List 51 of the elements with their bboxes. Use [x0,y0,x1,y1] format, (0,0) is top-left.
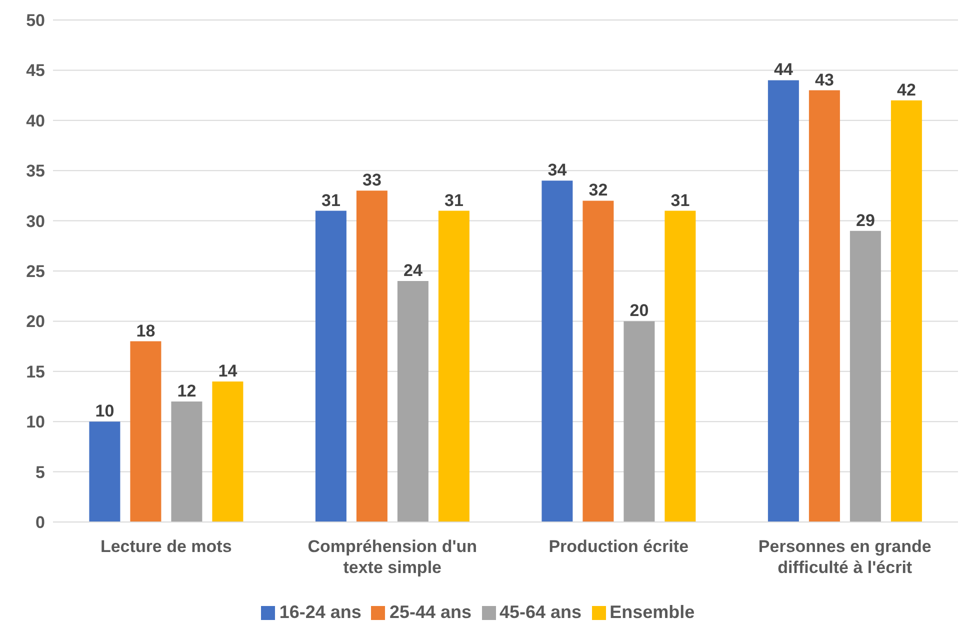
data-label: 34 [548,160,568,180]
bar [438,210,470,522]
y-tick-label: 5 [36,462,45,482]
y-tick-label: 40 [26,111,45,130]
y-tick-label: 50 [26,11,45,30]
x-tick-label: Personnes en grande difficulté à l'écrit [758,537,932,577]
data-label: 18 [136,321,156,340]
data-label: 31 [321,190,340,210]
bar [768,80,799,522]
y-tick-label: 25 [26,262,45,282]
bar [89,422,120,522]
bar [624,321,655,522]
y-tick-label: 30 [26,212,45,231]
bar [542,180,573,522]
data-label: 29 [856,210,875,230]
bar [356,190,388,522]
data-label: 31 [670,190,690,210]
bar [130,341,162,522]
bar [850,230,881,522]
data-label: 44 [774,60,794,80]
x-tick-label: Compréhension d'un texte simple [308,537,478,577]
legend-label: Ensemble [610,602,695,622]
bar [664,210,696,522]
bar [171,402,202,522]
data-label: 42 [896,80,916,100]
data-label: 43 [814,70,834,90]
y-tick-label: 35 [26,162,45,181]
data-label: 20 [630,301,649,320]
data-label: 12 [177,382,196,401]
bar [315,210,346,522]
data-label: 14 [218,361,238,380]
bar [808,90,840,522]
data-label: 32 [588,180,608,200]
y-tick-label: 45 [26,61,45,80]
y-tick-label: 0 [36,513,45,532]
data-label: 33 [362,170,382,190]
bar [890,100,922,522]
bar [582,200,614,522]
y-tick-label: 10 [26,412,45,432]
bar [397,281,428,522]
legend-label: 45-64 ans [500,602,582,622]
y-tick-label: 15 [26,362,45,382]
legend-label: 25-44 ans [389,602,472,622]
data-label: 10 [95,402,114,421]
data-label: 24 [403,261,423,280]
x-tick-label: Lecture de mots [100,537,232,556]
legend-label: 16-24 ans [279,602,362,622]
y-tick-label: 20 [26,312,45,332]
x-tick-label: Production écrite [548,537,689,556]
data-label: 31 [444,190,464,210]
bar [212,381,244,522]
